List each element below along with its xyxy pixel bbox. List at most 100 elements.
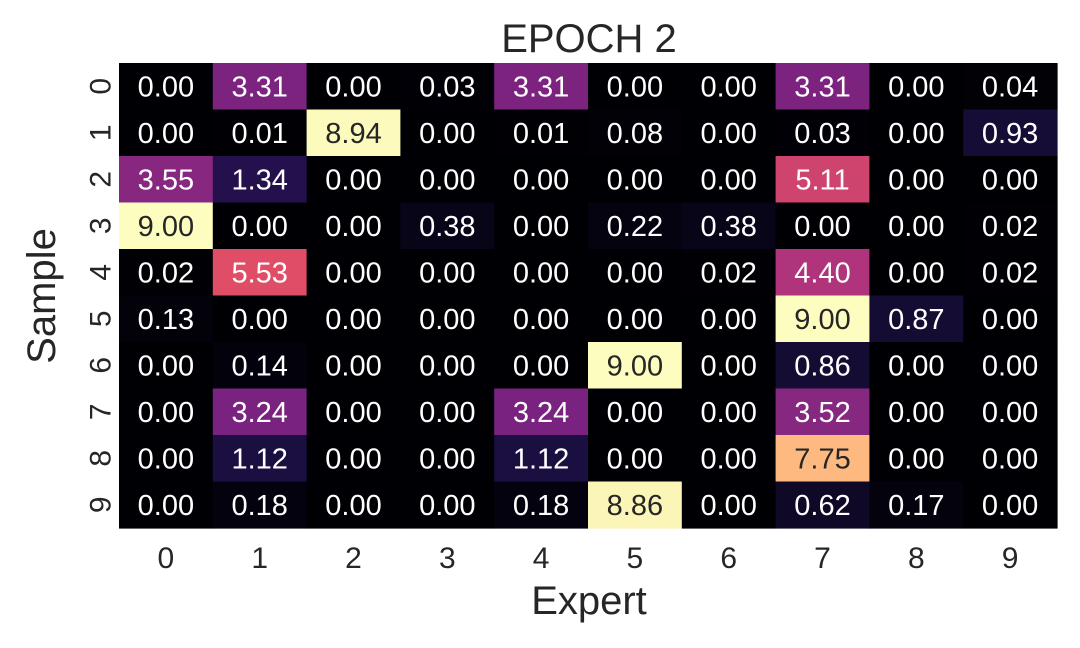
y-tick-label: 9: [85, 496, 118, 513]
cell-value-label: 0.00: [325, 211, 381, 243]
cell-value-label: 3.31: [794, 71, 850, 103]
cell-value-label: 0.00: [513, 304, 569, 336]
heatmap-cell: [400, 202, 495, 250]
cell-value-label: 0.00: [700, 443, 756, 475]
heatmap-cell: [775, 202, 870, 250]
cell-value-label: 0.00: [231, 304, 287, 336]
heatmap-cell: [775, 342, 870, 390]
heatmap-cell: [588, 435, 683, 483]
cell-value-label: 0.08: [607, 118, 663, 150]
x-tick-label: 2: [345, 542, 362, 575]
heatmap-cell: [869, 388, 964, 436]
cell-value-label: 0.00: [982, 490, 1038, 522]
heatmap-cell: [681, 202, 777, 250]
cell-value-label: 0.38: [419, 211, 475, 243]
cell-value-label: 0.03: [419, 71, 475, 103]
cell-value-label: 0.00: [982, 443, 1038, 475]
y-tick-label: 1: [85, 124, 118, 141]
cell-value-label: 0.01: [231, 118, 287, 150]
y-tick-label: 6: [85, 357, 118, 374]
heatmap-cell: [494, 63, 589, 111]
cell-value-label: 0.00: [888, 71, 944, 103]
heatmap-cell: [400, 435, 495, 483]
cell-value-label: 8.94: [325, 118, 381, 150]
cell-value-label: 8.86: [607, 490, 663, 522]
cell-value-label: 3.24: [513, 397, 569, 429]
heatmap-cell: [119, 481, 214, 529]
cell-value-label: 0.00: [138, 118, 194, 150]
heatmap-cell: [212, 481, 308, 529]
cell-value-label: 0.00: [607, 257, 663, 289]
cell-value-label: 0.00: [607, 164, 663, 196]
heatmap-cell: [775, 295, 870, 343]
cell-value-label: 0.00: [888, 211, 944, 243]
heatmap-cell: [963, 156, 1058, 204]
cell-value-label: 0.00: [231, 211, 287, 243]
heatmap-cell: [869, 63, 964, 111]
heatmap-cell: [400, 156, 495, 204]
cell-value-label: 9.00: [794, 304, 850, 336]
cell-value-label: 0.00: [513, 164, 569, 196]
heatmap-cell: [494, 156, 589, 204]
cell-value-label: 0.00: [419, 397, 475, 429]
cell-value-label: 9.00: [138, 211, 194, 243]
heatmap-cell: [212, 388, 308, 436]
chart-title: EPOCH 2: [501, 17, 677, 61]
cell-value-label: 1.34: [231, 164, 287, 196]
cell-value-label: 0.00: [419, 118, 475, 150]
heatmap-cell: [306, 435, 401, 483]
heatmap-cell: [212, 156, 308, 204]
heatmap-cell: [963, 342, 1058, 390]
cell-value-label: 0.17: [888, 490, 944, 522]
heatmap-cell: [681, 435, 777, 483]
x-tick-labels: 0 1 2 3 4 5 6 7 8 9: [158, 542, 1019, 575]
heatmap-cell: [588, 63, 683, 111]
cell-value-label: 0.22: [607, 211, 663, 243]
heatmap-cell: [963, 435, 1058, 483]
cell-value-label: 0.00: [419, 490, 475, 522]
heatmap-cell: [963, 63, 1058, 111]
cell-value-label: 0.00: [982, 164, 1038, 196]
cell-value-label: 0.02: [700, 257, 756, 289]
y-tick-label: 5: [85, 310, 118, 327]
heatmap-cell: [306, 156, 401, 204]
cell-value-label: 0.00: [325, 397, 381, 429]
heatmap-cell: [588, 388, 683, 436]
cell-value-label: 3.24: [231, 397, 287, 429]
cell-value-label: 0.00: [325, 304, 381, 336]
heatmap-cell: [119, 249, 214, 297]
cell-value-label: 0.00: [513, 257, 569, 289]
cell-value-label: 0.00: [419, 304, 475, 336]
heatmap-cell: [775, 156, 870, 204]
cell-value-label: 0.00: [982, 304, 1038, 336]
cell-value-label: 5.53: [231, 257, 287, 289]
x-tick-label: 6: [720, 542, 737, 575]
cell-value-label: 0.02: [982, 211, 1038, 243]
cell-value-label: 0.00: [700, 304, 756, 336]
cell-value-label: 0.00: [888, 443, 944, 475]
cell-value-label: 0.00: [513, 350, 569, 382]
heatmap-cell: [494, 249, 589, 297]
heatmap-cell: [681, 388, 777, 436]
cell-value-label: 5.11: [795, 164, 849, 196]
cell-value-label: 0.00: [982, 350, 1038, 382]
heatmap-cell: [119, 295, 214, 343]
cell-value-label: 3.31: [513, 71, 569, 103]
cell-value-label: 0.00: [138, 350, 194, 382]
heatmap-cell: [212, 202, 308, 250]
heatmap-cell: [963, 202, 1058, 250]
heatmap-cell: [775, 63, 870, 111]
heatmap-cells: 0.00 3.31 0.00 0.03 3.31 0.00 0.00 3.31 0.00 0.04…: [119, 63, 1058, 529]
cell-value-label: 0.00: [325, 257, 381, 289]
heatmap-cell: [869, 202, 964, 250]
y-tick-label: 4: [85, 264, 118, 281]
heatmap-cell: [588, 295, 683, 343]
cell-value-label: 0.93: [982, 118, 1038, 150]
cell-value-label: 0.00: [419, 164, 475, 196]
heatmap-cell: [681, 481, 777, 529]
heatmap-cell: [588, 481, 683, 529]
x-tick-label: 3: [439, 542, 456, 575]
cell-value-label: 1.12: [231, 443, 287, 475]
heatmap-cell: [119, 342, 214, 390]
heatmap-cell: [869, 435, 964, 483]
